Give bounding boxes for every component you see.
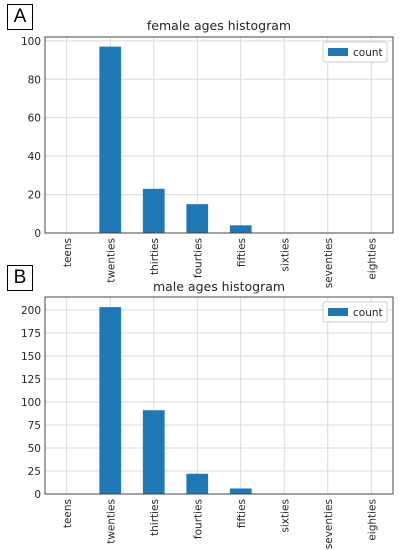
x-tick-label: sixties	[279, 499, 291, 533]
chart-title: female ages histogram	[147, 18, 291, 33]
legend-swatch	[328, 48, 348, 56]
legend-label: count	[353, 47, 383, 59]
y-tick-label: 100	[21, 36, 41, 48]
bar-fourties	[186, 204, 209, 233]
x-tick-label: seventies	[323, 238, 335, 288]
y-tick-label: 125	[21, 374, 41, 386]
y-tick-label: 40	[28, 151, 41, 163]
y-tick-label: 75	[28, 420, 41, 432]
x-tick-label: twenties	[105, 499, 117, 544]
y-tick-label: 80	[28, 74, 41, 86]
y-tick-label: 100	[21, 397, 41, 409]
legend-box	[322, 41, 388, 63]
y-tick-label: 50	[28, 443, 41, 455]
y-tick-label: 175	[21, 328, 41, 340]
x-tick-label: teens	[62, 499, 74, 528]
legend-label: count	[353, 307, 383, 319]
panel-label-b: B	[7, 265, 33, 291]
y-tick-label: 60	[28, 113, 41, 125]
y-tick-label: 150	[21, 351, 41, 363]
female-ages-chart: female ages histogram 0 20 40 60 80 100 teens tw…	[21, 18, 394, 288]
x-tick-label: teens	[62, 238, 74, 267]
legend-swatch	[328, 308, 348, 316]
panel-label-a: A	[7, 4, 33, 30]
plot-frame	[44, 36, 394, 234]
x-tick-label: eighties	[366, 499, 378, 541]
bar-fourties	[186, 473, 209, 494]
bar-twenties	[99, 307, 122, 494]
x-tick-label: thirties	[149, 499, 161, 536]
x-tick-label: thirties	[149, 238, 161, 275]
panel-b: B male ages histogram 0 25 50 75 100 125 150 175…	[0, 262, 403, 550]
y-tick-label: 0	[34, 489, 41, 501]
y-tick-label: 25	[28, 466, 41, 478]
x-tick-label: seventies	[323, 499, 335, 549]
x-tick-label: fifties	[236, 238, 248, 267]
bar-thirties	[142, 410, 165, 494]
panel-a: A female ages histogram 0 20 40 60 80 100 teens…	[0, 0, 403, 288]
male-ages-chart: male ages histogram 0 25 50 75 100 125 150 175 20…	[21, 279, 394, 549]
bar-twenties	[99, 46, 122, 233]
x-tick-label: fourties	[192, 238, 204, 278]
x-tick-label: twenties	[105, 238, 117, 283]
legend-box	[322, 301, 388, 323]
bar-fifties	[229, 225, 252, 233]
x-tick-label: fourties	[192, 499, 204, 539]
y-tick-label: 20	[28, 190, 41, 202]
chart-title: male ages histogram	[153, 279, 285, 294]
x-tick-label: eighties	[366, 238, 378, 280]
bar-thirties	[142, 188, 165, 233]
bar-fifties	[229, 488, 252, 494]
x-tick-label: sixties	[279, 238, 291, 272]
x-tick-label: fifties	[236, 499, 248, 528]
y-tick-label: 0	[34, 228, 41, 240]
plot-frame	[44, 296, 394, 495]
y-tick-label: 200	[21, 305, 41, 317]
